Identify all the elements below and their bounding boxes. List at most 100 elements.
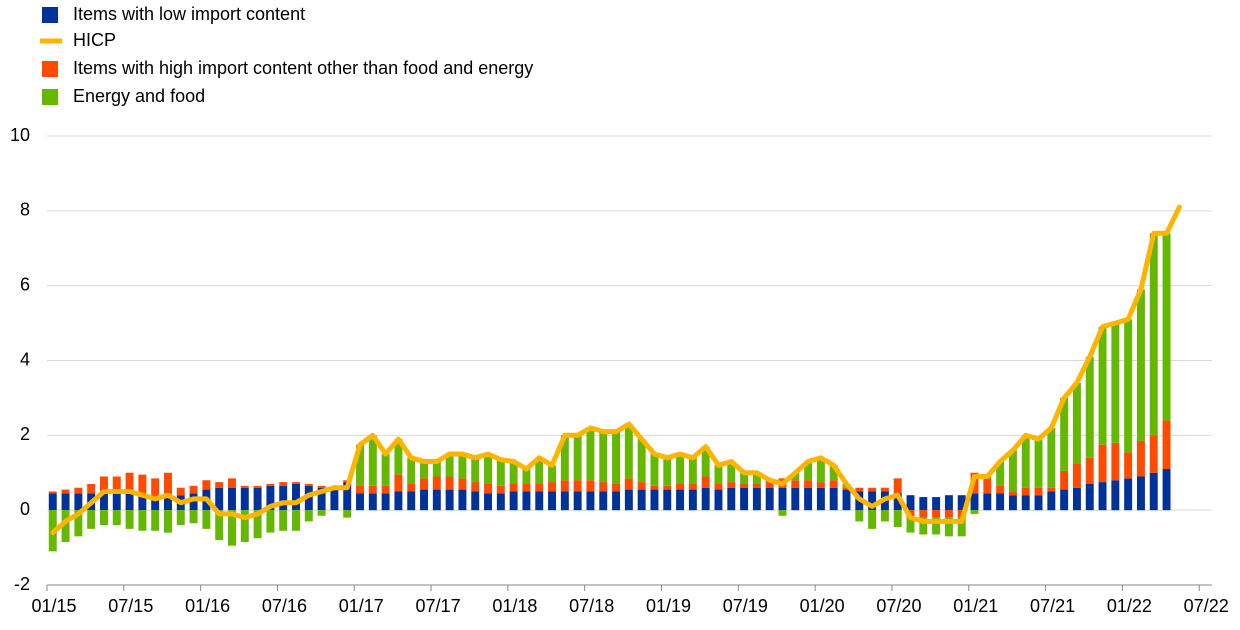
bar (1060, 397, 1069, 471)
bar (74, 487, 83, 494)
bar (496, 459, 505, 486)
x-tick-label: 07/15 (108, 596, 153, 616)
bar (791, 487, 800, 511)
bar (637, 482, 646, 490)
bar (688, 483, 697, 490)
bar (292, 483, 300, 511)
bar (74, 510, 83, 537)
bar (842, 489, 851, 511)
bar (535, 483, 544, 492)
bar (1098, 482, 1107, 511)
bar (471, 457, 480, 483)
legend-swatch (42, 61, 58, 77)
bar (778, 487, 787, 511)
bar (1085, 483, 1094, 511)
x-tick-label: 07/18 (569, 596, 614, 616)
bar (189, 485, 198, 494)
bar (496, 493, 505, 511)
bar (292, 510, 300, 531)
bar (240, 510, 249, 542)
bar (765, 480, 774, 488)
bar (215, 482, 224, 488)
bar (1008, 495, 1017, 511)
bar (471, 491, 480, 511)
bar (202, 510, 211, 529)
bar (970, 493, 979, 511)
bar (1034, 439, 1043, 488)
legend-label: Items with high import content other tha… (73, 58, 533, 78)
bar (1085, 457, 1094, 484)
bar (164, 495, 172, 511)
legend-swatch (42, 7, 58, 23)
bar (1124, 319, 1133, 453)
bar (740, 483, 749, 488)
bar (893, 478, 902, 494)
bar (279, 482, 288, 486)
bar (368, 485, 377, 494)
bar (740, 472, 749, 484)
bar (688, 489, 697, 511)
bar (509, 491, 518, 511)
bar (381, 493, 390, 511)
bar (599, 482, 608, 492)
bar (87, 510, 96, 529)
bar (1136, 440, 1145, 477)
bar (944, 495, 953, 511)
bar (906, 517, 915, 533)
bar (906, 495, 915, 511)
x-tick-label: 07/19 (723, 596, 768, 616)
bar (509, 483, 518, 492)
legend-label: Energy and food (73, 86, 205, 106)
bar (381, 485, 390, 494)
bar (484, 483, 493, 494)
bar (983, 493, 992, 511)
bar (112, 510, 121, 526)
bar (228, 487, 236, 511)
bar (432, 461, 441, 477)
bar (548, 465, 557, 483)
bar (176, 510, 185, 526)
bar (816, 487, 825, 511)
bar (535, 491, 544, 511)
bar (714, 465, 723, 484)
bar (164, 510, 172, 533)
bar (778, 510, 787, 516)
bar (880, 510, 889, 522)
bar (944, 510, 953, 518)
bar (893, 510, 902, 528)
bar (1047, 427, 1056, 488)
bar (868, 487, 877, 492)
bar (484, 493, 493, 511)
bar (432, 489, 441, 511)
bar (701, 476, 710, 488)
bar (240, 487, 249, 511)
bar (394, 491, 403, 511)
bar (701, 446, 710, 477)
bar (1162, 420, 1171, 470)
legend-label: Items with low import content (73, 4, 305, 24)
bar (1072, 487, 1081, 511)
bar (1162, 469, 1171, 511)
bar (61, 489, 70, 494)
bar (996, 493, 1005, 511)
y-tick-label: 0 (20, 499, 30, 519)
bar (1021, 435, 1030, 488)
bar (61, 510, 70, 542)
bar (394, 474, 403, 492)
bar (368, 435, 377, 486)
bar (829, 465, 838, 481)
bar (855, 510, 864, 522)
bar (624, 424, 633, 479)
bar (663, 489, 672, 511)
bar (407, 457, 416, 484)
bar (484, 454, 493, 484)
bar (1072, 382, 1081, 464)
bar (1162, 233, 1171, 421)
bar (624, 489, 633, 511)
bar (356, 493, 364, 511)
bar (279, 485, 288, 511)
bar (215, 510, 224, 541)
bar (573, 480, 582, 492)
bar (548, 491, 557, 511)
